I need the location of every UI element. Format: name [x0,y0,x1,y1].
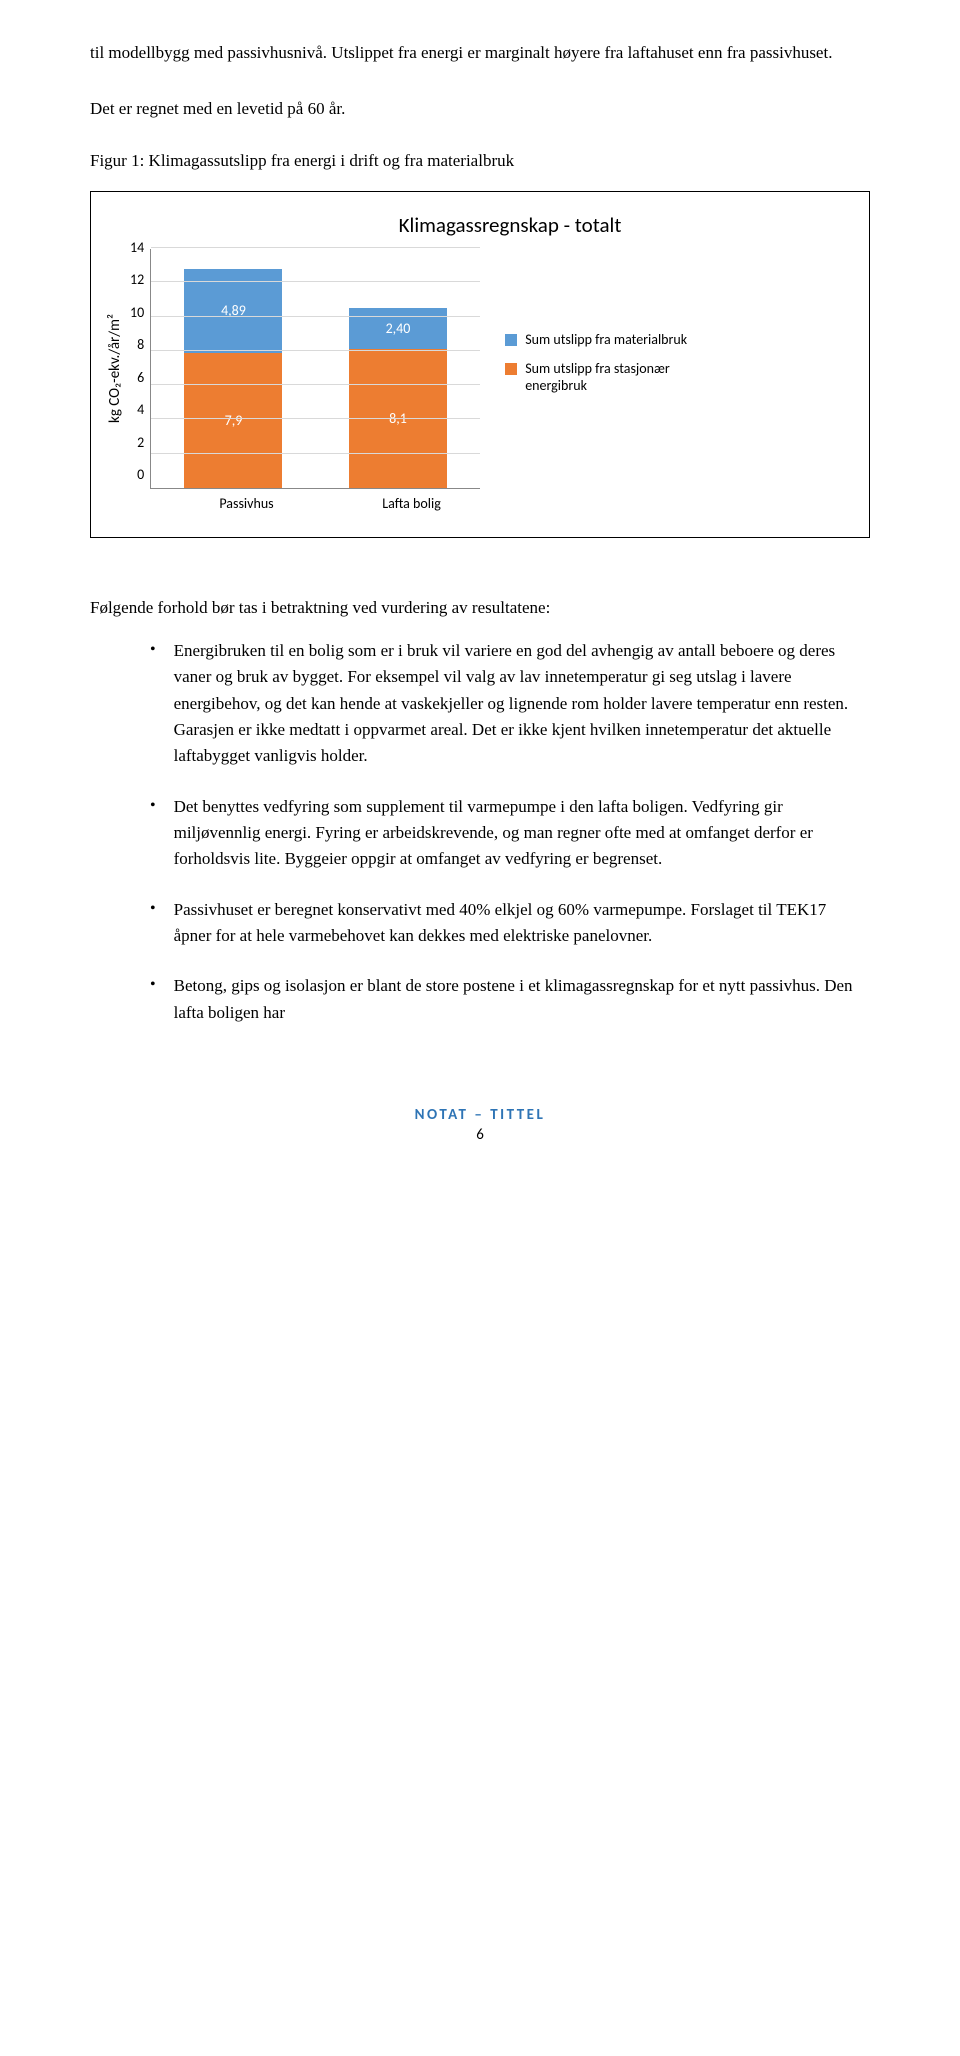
y-tick-label: 4 [130,403,144,417]
gridline [151,453,480,454]
bullet-text: Det benyttes vedfyring som supplement ti… [174,794,860,873]
bullet-marker: • [150,973,156,1026]
footer-title: NOTAT – TITTEL [90,1106,870,1124]
y-tick-label: 10 [130,306,144,320]
gridline [151,350,480,351]
intro-paragraph-2: Det er regnet med en levetid på 60 år. [90,96,870,122]
x-tick-label: Lafta bolig [363,495,461,512]
legend-swatch [505,334,517,346]
footer-page-number: 6 [90,1126,870,1144]
y-tick-label: 14 [130,241,144,255]
gridline [151,281,480,282]
chart-plot-area: 4,897,92,408,1 [150,249,480,489]
y-tick-label: 8 [130,338,144,352]
chart-title: Klimagassregnskap - totalt [166,212,854,238]
legend-label: Sum utslipp fra stasjonær energibruk [525,360,695,394]
bullet-item: • Betong, gips og isolasjon er blant de s… [150,973,860,1026]
gridline [151,316,480,317]
bar-segment-top: 2,40 [349,308,447,349]
bullet-text: Energibruken til en bolig som er i bruk … [174,638,860,770]
bullet-item: • Passivhuset er beregnet konservativt me… [150,897,860,950]
legend-label: Sum utslipp fra materialbruk [525,331,687,348]
bullet-marker: • [150,794,156,873]
chart-legend: Sum utslipp fra materialbruk Sum utslipp … [505,331,695,406]
x-axis-labels: Passivhus Lafta bolig [164,495,494,512]
y-tick-label: 6 [130,371,144,385]
figure-caption: Figur 1: Klimagassutslipp fra energi i d… [90,151,870,171]
legend-item: Sum utslipp fra materialbruk [505,331,695,348]
gridline [151,247,480,248]
bullet-marker: • [150,638,156,770]
bullet-item: •Energibruken til en bolig som er i bruk… [150,638,860,770]
y-tick-label: 12 [130,273,144,287]
bullet-text: Betong, gips og isolasjon er blant de st… [174,973,860,1026]
bar-segment-bottom: 7,9 [184,353,282,488]
intro-paragraph-1: til modellbygg med passivhusnivå. Utslip… [90,40,870,66]
y-tick-label: 0 [130,468,144,482]
bullet-marker: • [150,897,156,950]
y-axis-ticks: 14121086420 [130,248,150,489]
x-tick-label: Passivhus [198,495,296,512]
bullet-text: Passivhuset er beregnet konservativt med… [174,897,860,950]
y-axis-label: kg CO₂-ekv./år/m² [106,248,124,488]
results-heading: Følgende forhold bør tas i betraktning v… [90,598,870,618]
y-tick-label: 2 [130,436,144,450]
page-footer: NOTAT – TITTEL 6 [90,1106,870,1144]
legend-item: Sum utslipp fra stasjonær energibruk [505,360,695,394]
bullet-item: •Det benyttes vedfyring som supplement t… [150,794,860,873]
gridline [151,418,480,419]
chart-container: Klimagassregnskap - totalt kg CO₂-ekv./å… [90,191,870,538]
legend-swatch [505,363,517,375]
gridline [151,384,480,385]
bullets-list: •Energibruken til en bolig som er i bruk… [90,638,870,1026]
